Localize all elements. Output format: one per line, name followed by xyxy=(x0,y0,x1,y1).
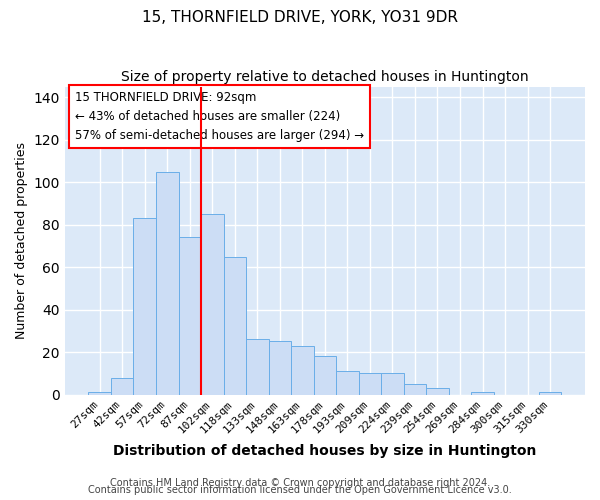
Bar xyxy=(404,384,426,394)
Bar xyxy=(314,356,336,395)
Text: Contains public sector information licensed under the Open Government Licence v3: Contains public sector information licen… xyxy=(88,485,512,495)
Bar xyxy=(88,392,111,394)
Bar xyxy=(426,388,449,394)
Bar xyxy=(179,238,201,394)
Bar xyxy=(246,340,269,394)
Bar xyxy=(111,378,133,394)
Bar xyxy=(156,172,179,394)
Bar xyxy=(269,342,291,394)
Text: 15 THORNFIELD DRIVE: 92sqm
← 43% of detached houses are smaller (224)
57% of sem: 15 THORNFIELD DRIVE: 92sqm ← 43% of deta… xyxy=(75,91,364,142)
Bar xyxy=(359,374,381,394)
X-axis label: Distribution of detached houses by size in Huntington: Distribution of detached houses by size … xyxy=(113,444,536,458)
Bar xyxy=(336,371,359,394)
Text: 15, THORNFIELD DRIVE, YORK, YO31 9DR: 15, THORNFIELD DRIVE, YORK, YO31 9DR xyxy=(142,10,458,25)
Bar xyxy=(539,392,562,394)
Title: Size of property relative to detached houses in Huntington: Size of property relative to detached ho… xyxy=(121,70,529,84)
Bar xyxy=(291,346,314,395)
Y-axis label: Number of detached properties: Number of detached properties xyxy=(15,142,28,339)
Bar xyxy=(471,392,494,394)
Bar xyxy=(133,218,156,394)
Bar xyxy=(224,256,246,394)
Bar xyxy=(381,374,404,394)
Text: Contains HM Land Registry data © Crown copyright and database right 2024.: Contains HM Land Registry data © Crown c… xyxy=(110,478,490,488)
Bar xyxy=(201,214,224,394)
